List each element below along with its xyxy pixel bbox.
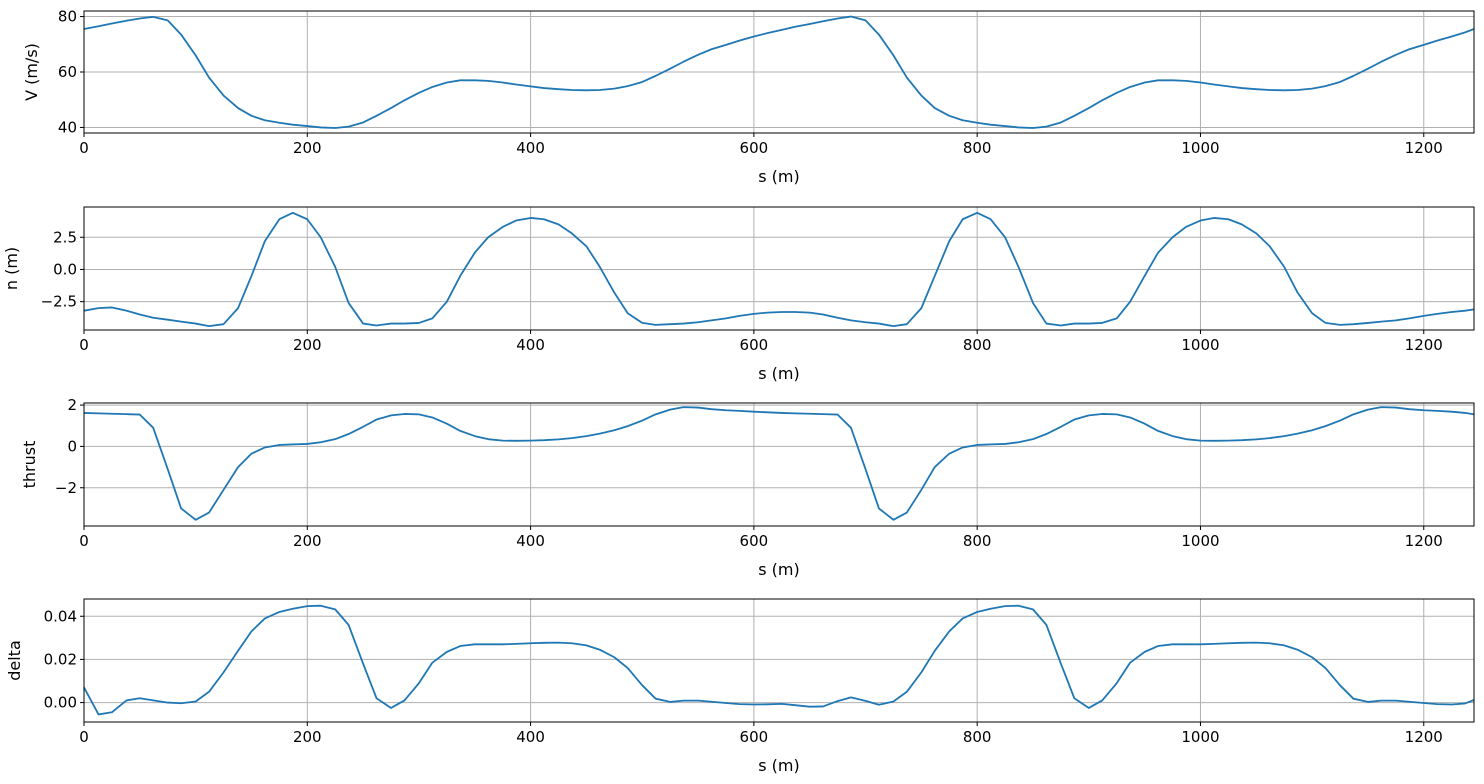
x-tick-label: 400: [516, 336, 545, 354]
x-tick-label: 1000: [1181, 139, 1219, 157]
x-tick-label: 800: [963, 728, 992, 746]
x-tick-label: 600: [740, 532, 769, 550]
plot-frame: [83, 598, 1475, 723]
x-tick-label: 0: [79, 532, 89, 550]
y-tick-label: 0: [67, 437, 77, 455]
subplot-2: 0 200 400 600 800 1000 1200 −2.5 0.0 2.5 s (m) n (m…: [2, 206, 1475, 383]
x-tick-label: 600: [740, 336, 769, 354]
x-axis-label: s (m): [758, 167, 800, 186]
x-axis-label: s (m): [758, 756, 800, 775]
y-axis-label: delta: [5, 640, 24, 681]
y-tick-label: 0.00: [44, 694, 77, 712]
subplot-1: 0 200 400 600 800 1000 1200 40 60 80 s (m) V (m/s): [22, 8, 1475, 186]
x-tick-label: 400: [516, 728, 545, 746]
y-tick-label: 2: [67, 396, 77, 414]
subplot-3: 0 200 400 600 800 1000 1200 −2 0 2 s (m) thrust: [20, 396, 1475, 579]
x-tick-label: 0: [79, 139, 89, 157]
y-tick-label: 0.02: [44, 650, 77, 668]
x-axis-label: s (m): [758, 560, 800, 579]
x-tick-label: 1000: [1181, 532, 1219, 550]
subplot-4: 0 200 400 600 800 1000 1200 0.00 0.02 0.04 s (m) de…: [5, 598, 1475, 775]
y-tick-label: −2.5: [41, 293, 77, 311]
y-tick-label: 2.5: [53, 228, 77, 246]
y-tick-label: 0.0: [53, 260, 77, 278]
x-tick-label: 200: [293, 728, 322, 746]
series-line-1: [83, 604, 1475, 716]
x-tick-label: 800: [963, 139, 992, 157]
x-axis-label: s (m): [758, 364, 800, 383]
x-tick-label: 0: [79, 728, 89, 746]
x-tick-label: 1000: [1181, 336, 1219, 354]
x-tick-label: 1000: [1181, 728, 1219, 746]
x-tick-label: 800: [963, 336, 992, 354]
y-tick-label: 40: [58, 118, 77, 136]
y-axis-label: thrust: [20, 441, 39, 489]
plot-frame: [83, 206, 1475, 331]
y-axis-label: n (m): [2, 247, 21, 290]
x-tick-label: 1200: [1405, 336, 1443, 354]
x-tick-label: 200: [293, 139, 322, 157]
x-tick-label: 600: [740, 728, 769, 746]
x-tick-label: 400: [516, 139, 545, 157]
x-tick-label: 200: [293, 336, 322, 354]
x-tick-label: 1200: [1405, 728, 1443, 746]
x-tick-label: 1200: [1405, 139, 1443, 157]
x-tick-label: 0: [79, 336, 89, 354]
y-axis-label: V (m/s): [22, 43, 41, 101]
y-tick-label: 60: [58, 63, 77, 81]
y-tick-label: −2: [55, 479, 77, 497]
y-tick-label: 80: [58, 8, 77, 26]
x-tick-label: 600: [740, 139, 769, 157]
series-line-1: [83, 406, 1475, 521]
series-line-1: [83, 211, 1475, 328]
series-line-1: [83, 15, 1475, 129]
x-tick-label: 1200: [1405, 532, 1443, 550]
x-tick-label: 800: [963, 532, 992, 550]
x-tick-label: 400: [516, 532, 545, 550]
plot-frame: [83, 402, 1475, 527]
y-tick-label: 0.04: [44, 607, 77, 625]
x-tick-label: 200: [293, 532, 322, 550]
